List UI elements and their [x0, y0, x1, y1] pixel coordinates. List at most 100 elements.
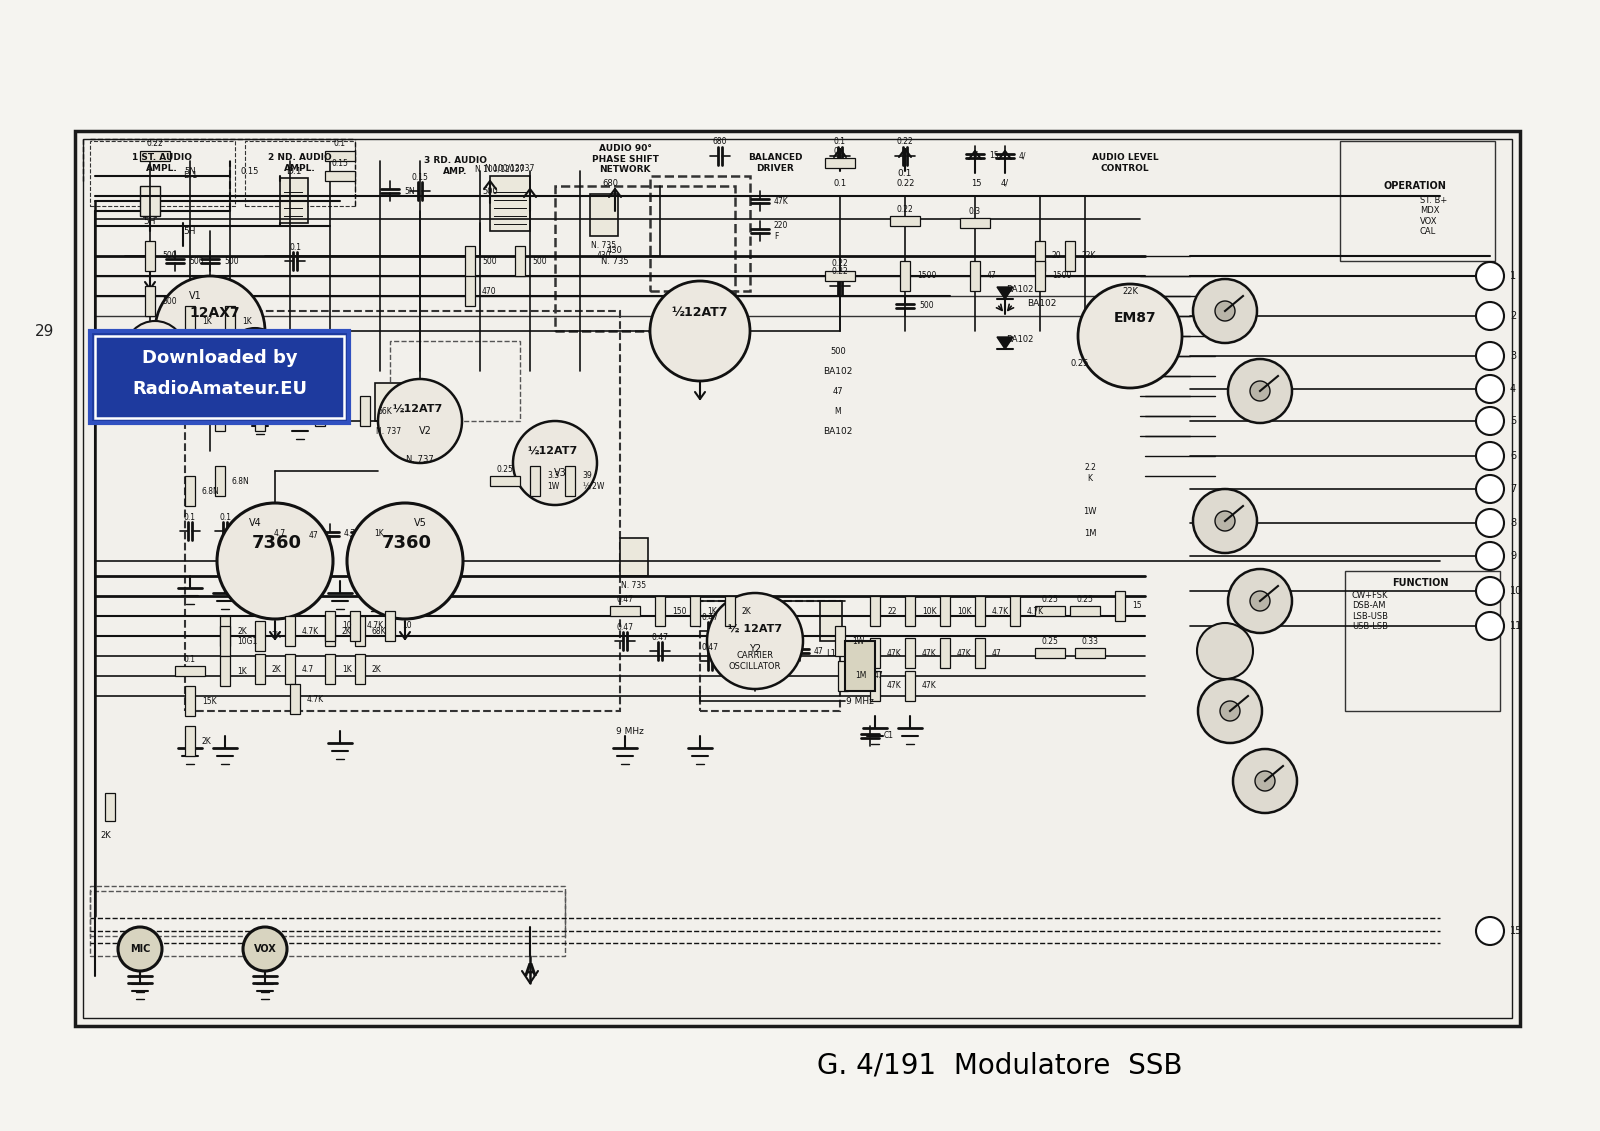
Bar — [90, 886, 565, 956]
Ellipse shape — [1254, 771, 1275, 791]
Bar — [1070, 606, 1101, 616]
Text: 2 ND. AUDIO
AMPL.: 2 ND. AUDIO AMPL. — [269, 154, 331, 173]
Text: 0.22: 0.22 — [896, 138, 914, 147]
Text: 47K: 47K — [957, 648, 971, 657]
Text: M: M — [835, 406, 842, 415]
Text: 15: 15 — [1510, 926, 1522, 936]
Bar — [315, 396, 325, 426]
Bar — [899, 261, 910, 291]
Bar — [654, 596, 666, 625]
Text: BA102: BA102 — [824, 366, 853, 375]
Text: 0.1: 0.1 — [834, 138, 846, 147]
Ellipse shape — [1475, 612, 1504, 640]
Text: A: A — [523, 962, 536, 979]
Bar — [835, 625, 845, 656]
Bar — [725, 596, 734, 625]
Text: 5: 5 — [1510, 416, 1517, 426]
Bar — [280, 178, 307, 223]
Text: 4.7K: 4.7K — [307, 694, 325, 703]
Text: 5H: 5H — [144, 216, 157, 225]
Ellipse shape — [1475, 577, 1504, 605]
Text: 47K: 47K — [922, 648, 936, 657]
Bar — [325, 654, 334, 684]
Bar — [355, 616, 365, 646]
Bar — [621, 538, 648, 576]
Bar — [1035, 606, 1066, 616]
Ellipse shape — [1234, 749, 1298, 813]
Bar — [186, 726, 195, 756]
Text: 6.8N: 6.8N — [232, 476, 250, 485]
Text: 10: 10 — [342, 622, 352, 630]
Text: Downloaded by: Downloaded by — [142, 349, 298, 366]
Text: 47K: 47K — [886, 682, 902, 691]
Bar — [214, 402, 226, 431]
Ellipse shape — [125, 321, 186, 381]
Text: 500: 500 — [918, 302, 934, 311]
Ellipse shape — [1475, 917, 1504, 946]
Text: 8: 8 — [1510, 518, 1517, 528]
Text: 1K: 1K — [237, 666, 246, 675]
Bar — [890, 216, 920, 226]
Text: ½12AT7: ½12AT7 — [672, 307, 728, 319]
Text: 2K: 2K — [272, 631, 282, 640]
Text: V5: V5 — [413, 518, 427, 528]
Bar — [221, 656, 230, 687]
Text: 1500: 1500 — [1053, 271, 1072, 280]
Text: 3.3
1W: 3.3 1W — [547, 472, 560, 491]
Text: 0.1: 0.1 — [202, 331, 214, 340]
Bar — [590, 195, 618, 236]
Bar — [845, 641, 875, 691]
Polygon shape — [997, 287, 1013, 299]
Text: 2K: 2K — [237, 627, 246, 636]
Bar — [610, 606, 640, 616]
Ellipse shape — [118, 927, 162, 972]
Ellipse shape — [514, 421, 597, 506]
Text: 1K: 1K — [242, 317, 251, 326]
Text: 47: 47 — [874, 672, 883, 681]
Bar — [374, 383, 403, 421]
Text: 500: 500 — [162, 251, 176, 260]
Text: 430
N. 735: 430 N. 735 — [602, 247, 629, 266]
Text: 0.1: 0.1 — [219, 512, 230, 521]
Text: 4.7K: 4.7K — [1027, 606, 1045, 615]
Bar — [1341, 141, 1494, 261]
Text: 500: 500 — [830, 346, 846, 355]
Text: 0.1: 0.1 — [334, 139, 346, 148]
Text: OPERATION: OPERATION — [1384, 181, 1446, 191]
Bar — [186, 307, 195, 336]
Text: 2K: 2K — [272, 412, 282, 421]
Text: 0.33: 0.33 — [1082, 637, 1099, 646]
Ellipse shape — [1475, 375, 1504, 403]
Bar — [285, 654, 294, 684]
Text: 220
F: 220 F — [774, 222, 789, 241]
Text: V2: V2 — [419, 426, 432, 435]
Text: 5N: 5N — [184, 166, 195, 175]
Ellipse shape — [227, 328, 283, 385]
Text: BALANCED
DRIVER: BALANCED DRIVER — [747, 154, 802, 173]
Text: N. 735: N. 735 — [621, 581, 646, 590]
Text: 47: 47 — [814, 647, 824, 656]
Bar — [174, 666, 205, 676]
Text: 47: 47 — [987, 271, 997, 280]
Ellipse shape — [1194, 489, 1258, 553]
Bar — [906, 638, 915, 668]
Text: 47: 47 — [832, 387, 843, 396]
Text: 0.25: 0.25 — [496, 465, 514, 474]
Text: 4: 4 — [1510, 385, 1517, 394]
Bar — [186, 311, 621, 711]
Text: 680: 680 — [602, 179, 618, 188]
Ellipse shape — [155, 276, 266, 386]
Bar — [350, 611, 360, 641]
Text: 0.22: 0.22 — [832, 259, 848, 268]
Text: 0.1: 0.1 — [290, 242, 301, 251]
Text: CW+FSK
DSB-AM
LSB-USB
USB-LSB: CW+FSK DSB-AM LSB-USB USB-LSB — [1352, 590, 1389, 631]
Text: 5N: 5N — [403, 187, 414, 196]
Text: 0.1: 0.1 — [834, 147, 846, 155]
Text: 5H: 5H — [184, 226, 197, 235]
Bar — [285, 616, 294, 646]
Ellipse shape — [1197, 623, 1253, 679]
Text: 1M: 1M — [854, 672, 866, 681]
Text: 0.47: 0.47 — [701, 613, 718, 622]
Text: 10: 10 — [402, 622, 411, 630]
Text: 0.25: 0.25 — [1070, 359, 1090, 368]
